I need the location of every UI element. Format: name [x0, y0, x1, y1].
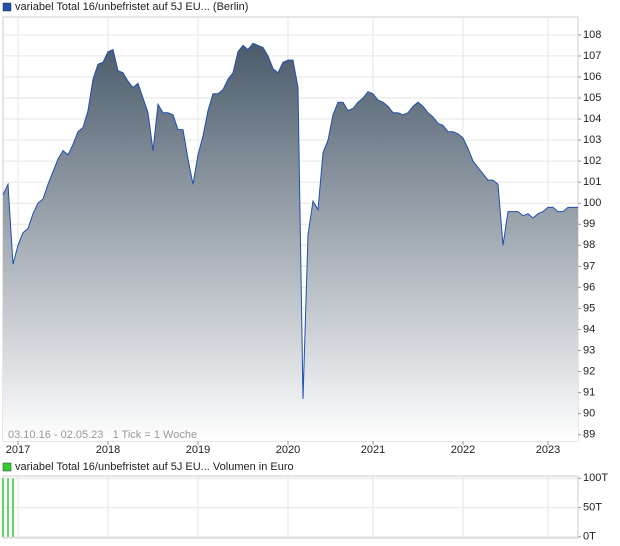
y-tick-label: 92 — [583, 365, 595, 377]
y-tick-label: 91 — [583, 387, 595, 399]
legend-swatch — [2, 462, 12, 472]
y-tick-label: 102 — [583, 155, 601, 167]
y-tick-label: 100T — [583, 472, 608, 484]
area-fill — [3, 43, 578, 442]
x-tick-label: 2018 — [96, 444, 120, 456]
annotation: 03.10.16 - 02.05.23 1 Tick = 1 Woche — [8, 429, 197, 441]
y-tick-label: 89 — [583, 429, 595, 441]
y-tick-label: 100 — [583, 197, 601, 209]
volume-bar — [2, 478, 4, 537]
y-tick-label: 98 — [583, 239, 595, 251]
x-tick-label: 2020 — [276, 444, 300, 456]
x-tick-label: 2021 — [361, 444, 385, 456]
x-tick-label: 2017 — [6, 444, 30, 456]
y-tick-label: 90 — [583, 408, 595, 420]
price-line — [2, 42, 578, 399]
y-tick-label: 97 — [583, 260, 595, 272]
y-tick-label: 93 — [583, 344, 595, 356]
y-tick-label: 50T — [583, 501, 602, 513]
y-tick-label: 104 — [583, 113, 601, 125]
legend-label: variabel Total 16/unbefristet auf 5J EU.… — [15, 461, 294, 473]
y-tick-label: 107 — [583, 50, 601, 62]
y-tick-label: 94 — [583, 323, 595, 335]
x-tick-label: 2019 — [186, 444, 210, 456]
y-tick-label: 96 — [583, 281, 595, 293]
plot-area — [2, 475, 579, 539]
legend-swatch — [2, 2, 12, 12]
volume-bar — [12, 478, 14, 537]
x-tick-label: 2022 — [451, 444, 475, 456]
y-tick-label: 95 — [583, 302, 595, 314]
y-tick-label: 106 — [583, 71, 601, 83]
volume-bar — [7, 478, 9, 537]
x-tick-label: 2023 — [536, 444, 560, 456]
y-tick-label: 103 — [583, 134, 601, 146]
y-tick-label: 101 — [583, 176, 601, 188]
y-tick-label: 99 — [583, 218, 595, 230]
y-tick-label: 108 — [583, 29, 601, 41]
y-tick-label: 0T — [583, 531, 596, 543]
y-tick-label: 105 — [583, 92, 601, 104]
legend-label: variabel Total 16/unbefristet auf 5J EU.… — [15, 1, 248, 13]
